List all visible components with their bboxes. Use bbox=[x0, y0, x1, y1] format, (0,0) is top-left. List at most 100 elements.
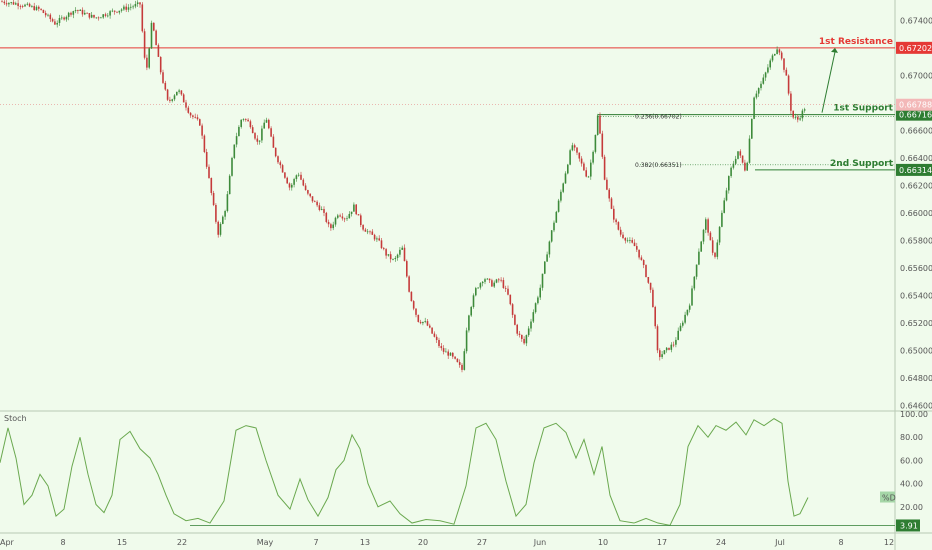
price-tag-text: 0.67202 bbox=[899, 44, 932, 53]
candle-body bbox=[615, 219, 617, 223]
candle-body bbox=[339, 215, 341, 217]
candle-body bbox=[74, 10, 77, 12]
candle-body bbox=[291, 184, 293, 188]
time-tick-label: Apr bbox=[0, 538, 15, 547]
candle-body bbox=[139, 2, 141, 5]
candle-body bbox=[626, 240, 629, 242]
candle-body bbox=[590, 162, 592, 177]
candle-body bbox=[580, 158, 583, 164]
candle-body bbox=[718, 226, 721, 243]
candle-body bbox=[348, 213, 351, 219]
candle-body bbox=[268, 119, 270, 129]
candle-body bbox=[596, 115, 599, 135]
candle-body bbox=[77, 10, 79, 11]
time-tick-label: 10 bbox=[598, 538, 608, 547]
candle-body bbox=[477, 287, 479, 289]
candle-body bbox=[208, 166, 210, 178]
candle-body bbox=[123, 6, 125, 10]
candle-body bbox=[318, 205, 321, 210]
candle-body bbox=[734, 158, 737, 164]
candle-body bbox=[196, 117, 199, 120]
candle-body bbox=[56, 22, 58, 25]
candle-body bbox=[376, 238, 378, 240]
candle-body bbox=[5, 3, 8, 5]
candle-body bbox=[486, 278, 489, 280]
candle-body bbox=[792, 110, 794, 118]
candle-body bbox=[737, 151, 739, 159]
candle-body bbox=[286, 177, 288, 184]
candle-body bbox=[429, 325, 431, 328]
candle-body bbox=[212, 192, 215, 205]
candle-body bbox=[546, 254, 548, 262]
forecast-arrow bbox=[821, 51, 836, 113]
candle-body bbox=[502, 280, 505, 288]
candle-body bbox=[157, 45, 160, 57]
candle-body bbox=[514, 314, 516, 325]
candle-body bbox=[362, 225, 364, 230]
candle-body bbox=[201, 125, 203, 136]
candle-body bbox=[532, 312, 535, 322]
candle-body bbox=[70, 12, 72, 15]
candle-body bbox=[560, 191, 562, 201]
time-tick-label: 20 bbox=[418, 538, 428, 547]
candle-body bbox=[592, 151, 594, 163]
price-tag-text: 0.66716 bbox=[899, 111, 932, 120]
candle-body bbox=[288, 183, 291, 188]
candle-body bbox=[302, 179, 305, 186]
candle-body bbox=[194, 116, 196, 118]
candle-body bbox=[527, 328, 530, 336]
candle-body bbox=[300, 174, 302, 180]
candle-body bbox=[780, 52, 783, 59]
candle-body bbox=[261, 128, 263, 141]
candle-body bbox=[254, 133, 256, 139]
candle-body bbox=[343, 218, 346, 220]
candle-body bbox=[8, 3, 10, 5]
candle-body bbox=[679, 325, 682, 331]
candle-body bbox=[748, 138, 751, 163]
candle-body bbox=[24, 4, 26, 7]
candle-body bbox=[130, 6, 132, 8]
candle-body bbox=[67, 12, 70, 17]
candle-body bbox=[484, 279, 486, 282]
stoch-legend-tag bbox=[880, 491, 895, 503]
stoch-tick-label: 40.00 bbox=[900, 480, 923, 489]
candle-body bbox=[65, 16, 68, 20]
candle-body bbox=[539, 287, 541, 298]
candle-body bbox=[185, 102, 187, 108]
candle-body bbox=[304, 185, 307, 191]
candle-body bbox=[166, 89, 169, 100]
candle-body bbox=[521, 334, 523, 339]
candle-body bbox=[323, 209, 325, 213]
candle-body bbox=[1, 1, 3, 3]
candle-body bbox=[587, 176, 590, 178]
candle-body bbox=[438, 340, 440, 347]
candle-body bbox=[755, 93, 758, 98]
candle-body bbox=[794, 117, 797, 118]
candle-body bbox=[472, 295, 475, 307]
candle-body bbox=[47, 14, 49, 16]
candle-body bbox=[424, 321, 426, 322]
candle-body bbox=[63, 17, 65, 20]
candle-body bbox=[171, 99, 173, 101]
candle-body bbox=[408, 276, 410, 292]
level-label: 1st Resistance bbox=[819, 37, 893, 47]
candle-body bbox=[263, 122, 265, 129]
candle-body bbox=[366, 231, 369, 233]
candle-body bbox=[654, 306, 656, 327]
candle-body bbox=[698, 251, 700, 265]
candle-body bbox=[491, 280, 493, 287]
candle-body bbox=[247, 119, 249, 122]
candle-body bbox=[495, 279, 498, 283]
candle-body bbox=[118, 10, 121, 13]
candle-body bbox=[277, 156, 279, 163]
candle-body bbox=[159, 56, 162, 73]
candle-body bbox=[272, 136, 275, 148]
price-tick-label: 0.66400 bbox=[900, 154, 932, 163]
candle-body bbox=[746, 162, 748, 171]
candle-body bbox=[783, 58, 785, 70]
candle-body bbox=[279, 162, 282, 166]
time-tick-label: 8 bbox=[838, 538, 843, 547]
candle-body bbox=[481, 281, 484, 284]
candle-body bbox=[741, 155, 744, 163]
